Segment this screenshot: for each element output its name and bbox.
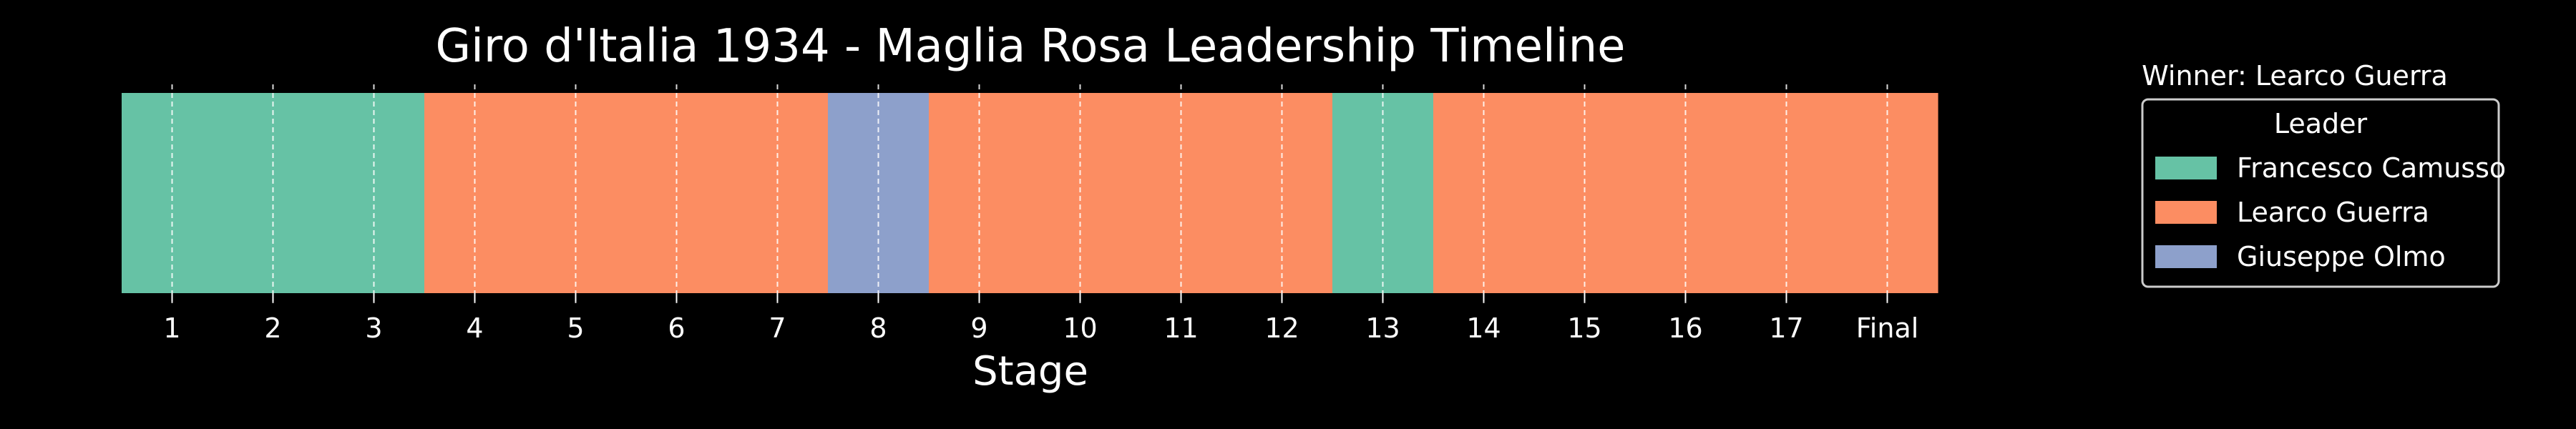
- x-tick-label-14: 14: [1466, 312, 1501, 344]
- bars-layer: [122, 93, 1938, 293]
- x-tick-label-9: 9: [970, 312, 987, 344]
- x-tick-label-4: 4: [466, 312, 483, 344]
- x-tick-label-1: 1: [163, 312, 180, 344]
- x-tick-label-16: 16: [1668, 312, 1702, 344]
- x-tick-label-11: 11: [1163, 312, 1198, 344]
- legend-label: Giuseppe Olmo: [2237, 241, 2446, 272]
- legend-label: Francesco Camusso: [2237, 152, 2506, 184]
- x-axis-label: Stage: [972, 348, 1088, 395]
- legend-title: Leader: [2274, 108, 2368, 139]
- legend-swatch: [2155, 201, 2217, 224]
- legend-caption: Winner: Learco Guerra: [2142, 60, 2448, 92]
- x-tick-label-2: 2: [264, 312, 281, 344]
- x-tick-label-8: 8: [869, 312, 887, 344]
- legend-frame: [2141, 98, 2500, 288]
- legend-swatch: [2155, 245, 2217, 268]
- x-tick-label-12: 12: [1264, 312, 1299, 344]
- legend-swatch: [2155, 157, 2217, 179]
- x-tick-label-15: 15: [1567, 312, 1601, 344]
- x-tick-label-7: 7: [769, 312, 786, 344]
- chart-title: Giro d'Italia 1934 - Maglia Rosa Leaders…: [435, 20, 1625, 73]
- x-tick-label-17: 17: [1769, 312, 1803, 344]
- x-tick-label-Final: Final: [1856, 312, 1919, 344]
- grid-layer: [171, 84, 1888, 303]
- legend-label: Learco Guerra: [2237, 197, 2429, 228]
- legend-items: Francesco Camusso Learco Guerra Giuseppe O…: [2155, 152, 2506, 272]
- legend: Leader Francesco Camusso Learco Guerra Giu…: [2141, 98, 2506, 288]
- x-tick-label-13: 13: [1365, 312, 1400, 344]
- x-tick-label-5: 5: [567, 312, 584, 344]
- x-tick-label-10: 10: [1063, 312, 1097, 344]
- x-tick-label-3: 3: [365, 312, 382, 344]
- x-axis: 1 2 3 4 5 6 7 8 9 10 11 12 13 14 15 16 17 Final: [163, 293, 1918, 344]
- x-tick-label-6: 6: [668, 312, 685, 344]
